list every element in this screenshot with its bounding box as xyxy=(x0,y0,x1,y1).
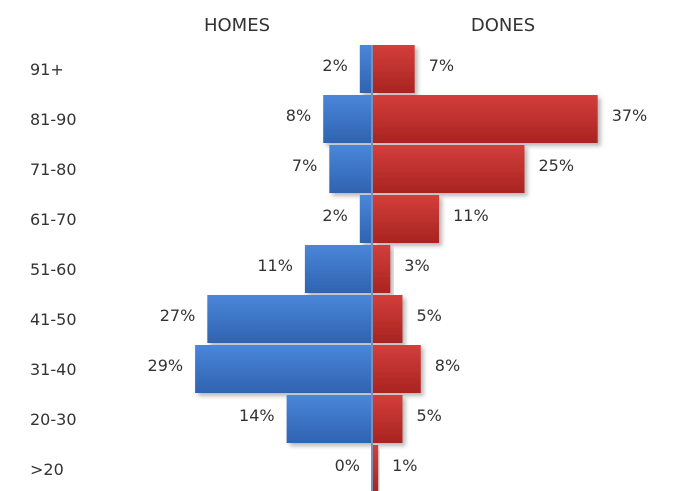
data-label-dones: 37% xyxy=(612,106,648,125)
bar-homes xyxy=(323,95,372,143)
bar-dones xyxy=(372,295,403,343)
bar-dones xyxy=(372,45,415,93)
category-label: 41-50 xyxy=(30,310,77,329)
data-label-dones: 1% xyxy=(392,456,417,475)
data-label-homes: 27% xyxy=(160,306,196,325)
data-label-homes: 11% xyxy=(257,256,293,275)
data-label-dones: 11% xyxy=(453,206,489,225)
series-header-dones: DONES xyxy=(471,15,535,36)
data-label-dones: 5% xyxy=(417,406,442,425)
data-label-homes: 29% xyxy=(148,356,184,375)
data-label-dones: 25% xyxy=(539,156,575,175)
category-label: 20-30 xyxy=(30,410,77,429)
data-label-dones: 5% xyxy=(417,306,442,325)
data-label-homes: 2% xyxy=(322,206,347,225)
bar-homes xyxy=(286,395,372,443)
category-label: 31-40 xyxy=(30,360,77,379)
labels-layer: 91+ 2% 7% 81-90 8% 37% 71-80 7% 25% 61-70 2% 11% 51-… xyxy=(30,56,647,479)
bar-dones xyxy=(372,195,440,243)
bar-homes xyxy=(359,45,372,93)
data-label-homes: 7% xyxy=(292,156,317,175)
category-label: 71-80 xyxy=(30,160,77,179)
bar-dones xyxy=(372,345,421,393)
bar-homes xyxy=(329,145,372,193)
category-label: 61-70 xyxy=(30,210,77,229)
category-label: 51-60 xyxy=(30,260,77,279)
data-label-dones: 7% xyxy=(429,56,454,75)
bar-dones xyxy=(372,245,391,293)
bar-dones xyxy=(372,445,379,491)
bar-homes xyxy=(207,295,372,343)
bar-homes xyxy=(359,195,372,243)
data-label-dones: 8% xyxy=(435,356,460,375)
category-label: 91+ xyxy=(30,60,64,79)
category-label: 81-90 xyxy=(30,110,77,129)
category-label: >20 xyxy=(30,460,64,479)
bar-dones xyxy=(372,95,598,143)
bar-homes xyxy=(304,245,372,293)
data-label-homes: 2% xyxy=(322,56,347,75)
series-header-homes: HOMES xyxy=(204,15,270,36)
bars-layer xyxy=(195,45,598,491)
data-label-homes: 0% xyxy=(335,456,360,475)
bar-dones xyxy=(372,145,525,193)
data-label-dones: 3% xyxy=(404,256,429,275)
bar-homes xyxy=(195,345,372,393)
data-label-homes: 14% xyxy=(239,406,275,425)
bar-dones xyxy=(372,395,403,443)
data-label-homes: 8% xyxy=(286,106,311,125)
